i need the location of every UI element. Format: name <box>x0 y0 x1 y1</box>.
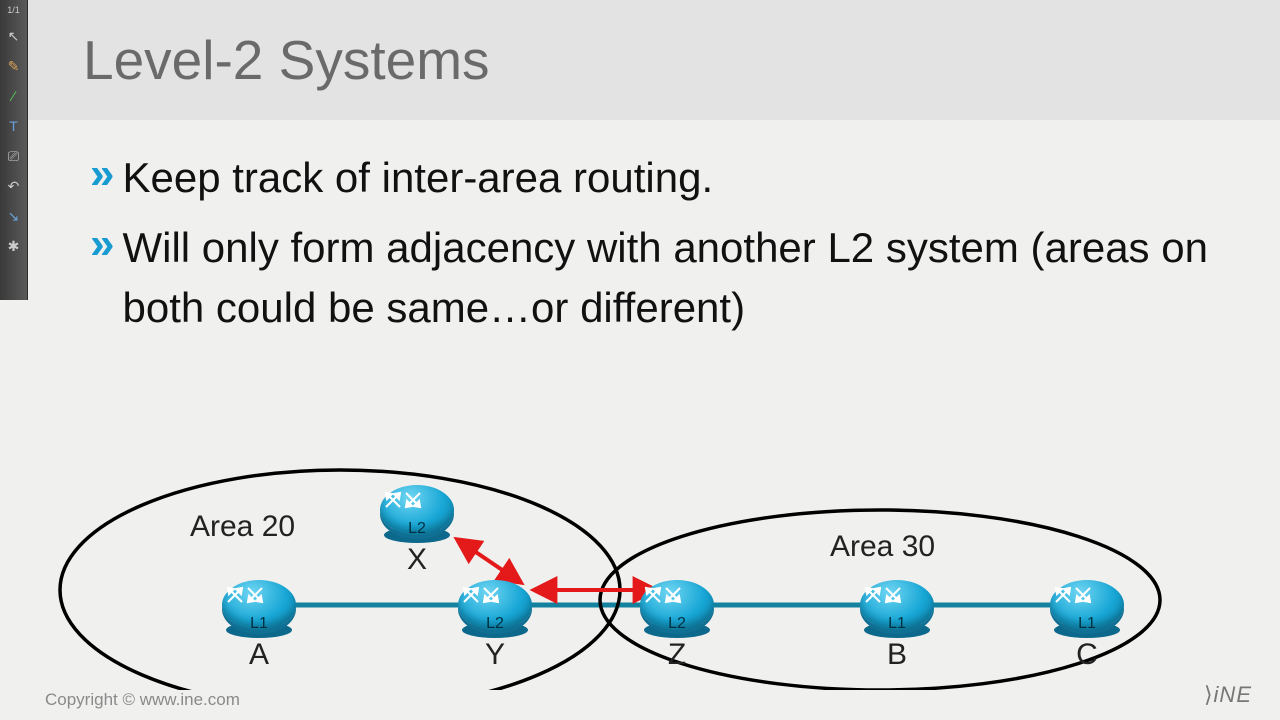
router-name-label: C <box>1050 638 1124 672</box>
router-level-label: L1 <box>222 615 296 633</box>
router-level-label: L2 <box>380 520 454 538</box>
network-diagram: L1A L2X L2Y L2Z L1B L1C Area 20Area 30 <box>0 430 1280 690</box>
title-band: Level-2 Systems <box>28 0 1280 120</box>
bullet-item: » Keep track of inter-area routing. <box>90 148 1240 208</box>
router-name-label: Y <box>458 638 532 672</box>
router-level-label: L1 <box>860 615 934 633</box>
router-level-label: L2 <box>640 615 714 633</box>
bullet-item: » Will only form adjacency with another … <box>90 218 1240 338</box>
area-label: Area 20 <box>190 510 295 544</box>
router-X: L2X <box>380 485 454 535</box>
more-tool-icon[interactable]: ↘ <box>5 207 23 225</box>
router-Y: L2Y <box>458 580 532 630</box>
router-level-label: L1 <box>1050 615 1124 633</box>
ine-logo: ⟩iNE <box>1204 682 1252 708</box>
router-B: L1B <box>860 580 934 630</box>
pen-tool-icon[interactable]: ✎ <box>5 57 23 75</box>
router-Z: L2Z <box>640 580 714 630</box>
undo-tool-icon[interactable]: ↶ <box>5 177 23 195</box>
bullet-list: » Keep track of inter-area routing. » Wi… <box>90 148 1240 348</box>
slide-title: Level-2 Systems <box>83 28 490 92</box>
text-tool-icon[interactable]: T <box>5 117 23 135</box>
highlighter-tool-icon[interactable]: ∕ <box>5 87 23 105</box>
bullet-text: Keep track of inter-area routing. <box>122 148 713 208</box>
bullet-text: Will only form adjacency with another L2… <box>122 218 1240 338</box>
page-indicator: 1/1 <box>7 6 20 15</box>
annotation-toolbar: 1/1 ↖ ✎ ∕ T ⎚ ↶ ↘ ✱ <box>0 0 28 300</box>
router-name-label: X <box>380 543 454 577</box>
pointer-tool-icon[interactable]: ↖ <box>5 27 23 45</box>
copyright-footer: Copyright © www.ine.com <box>45 690 240 710</box>
router-level-label: L2 <box>458 615 532 633</box>
router-A: L1A <box>222 580 296 630</box>
router-name-label: Z <box>640 638 714 672</box>
router-name-label: A <box>222 638 296 672</box>
router-C: L1C <box>1050 580 1124 630</box>
router-name-label: B <box>860 638 934 672</box>
area-label: Area 30 <box>830 530 935 564</box>
bullet-chevron-icon: » <box>90 148 108 208</box>
settings-tool-icon[interactable]: ✱ <box>5 237 23 255</box>
bullet-chevron-icon: » <box>90 218 108 338</box>
eraser-tool-icon[interactable]: ⎚ <box>5 147 23 165</box>
